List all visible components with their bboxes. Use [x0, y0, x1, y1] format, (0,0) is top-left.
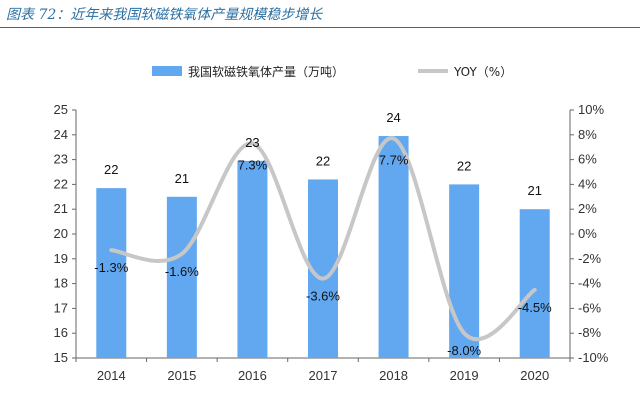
y-right-tick-label: -8% — [578, 325, 602, 340]
y-left-tick-label: 16 — [54, 325, 68, 340]
y-left-tick-label: 18 — [54, 276, 68, 291]
y-right-tick-label: 0% — [578, 226, 597, 241]
bar — [449, 184, 480, 358]
yoy-point — [110, 249, 112, 251]
y-left-tick-label: 23 — [54, 152, 68, 167]
bar — [96, 188, 127, 358]
y-right-tick-label: -2% — [578, 251, 602, 266]
x-tick-label: 2018 — [379, 368, 408, 383]
y-left-tick-label: 15 — [54, 350, 68, 365]
bar — [166, 196, 197, 358]
y-right-tick-label: 6% — [578, 152, 597, 167]
yoy-data-label: -3.6% — [306, 289, 340, 304]
y-right-tick-label: 8% — [578, 127, 597, 142]
yoy-line — [109, 136, 537, 342]
x-tick-label: 2019 — [450, 368, 479, 383]
y-left-tick-label: 17 — [54, 300, 68, 315]
yoy-data-label: 7.3% — [238, 157, 268, 172]
yoy-data-label: 7.7% — [379, 153, 409, 168]
y-left-tick-label: 19 — [54, 251, 68, 266]
bar-data-label: 21 — [175, 171, 189, 186]
yoy-data-label: -8.0% — [447, 343, 481, 358]
yoy-point — [322, 278, 324, 280]
bar-data-label: 22 — [104, 162, 118, 177]
x-tick-label: 2014 — [97, 368, 126, 383]
y-right-tick-label: -4% — [578, 276, 602, 291]
x-tick-label: 2015 — [167, 368, 196, 383]
x-tick-label: 2017 — [309, 368, 338, 383]
bar-data-label: 21 — [527, 183, 541, 198]
yoy-point — [534, 289, 536, 291]
y-left-tick-label: 21 — [54, 201, 68, 216]
bar-data-label: 22 — [457, 158, 471, 173]
yoy-data-label: -1.3% — [94, 260, 128, 275]
y-left-tick-label: 24 — [54, 127, 68, 142]
bar-data-label: 24 — [386, 110, 400, 125]
y-right-tick-label: 2% — [578, 201, 597, 216]
yoy-point — [463, 332, 465, 334]
bar-data-label: 22 — [316, 153, 330, 168]
y-right-tick-label: 10% — [578, 102, 604, 117]
y-right-tick-label: -6% — [578, 300, 602, 315]
title-divider — [0, 27, 640, 28]
x-tick-label: 2020 — [520, 368, 549, 383]
yoy-point — [393, 138, 395, 140]
bar-series — [96, 136, 550, 358]
bar — [237, 160, 268, 358]
legend-bar-label: 我国软磁铁氧体产量（万吨） — [188, 64, 344, 79]
y-right-tick-label: -10% — [578, 350, 609, 365]
y-left-tick-label: 20 — [54, 226, 68, 241]
chart-title: 图表 72：近年来我国软磁铁氧体产量规模稳步增长 — [6, 7, 323, 23]
axes: 15 16 17 18 19 20 21 22 23 24 25 -10% -8% -6% -4% -2% 0%… — [54, 102, 609, 383]
legend: 我国软磁铁氧体产量（万吨） YOY（%） — [152, 64, 512, 79]
yoy-point — [251, 142, 253, 144]
x-tick-label: 2016 — [238, 368, 267, 383]
data-labels: 22 21 23 22 24 22 21 -1.3% -1.6% 7.3% -3.6% 7.7% -8.… — [94, 110, 552, 358]
y-left-tick-label: 22 — [54, 176, 68, 191]
bar — [519, 209, 550, 358]
legend-bar-swatch — [152, 66, 182, 76]
yoy-data-label: -1.6% — [165, 264, 199, 279]
title-bar: 图表 72：近年来我国软磁铁氧体产量规模稳步增长 — [0, 0, 640, 28]
y-left-tick-label: 25 — [54, 102, 68, 117]
bar — [378, 136, 409, 358]
yoy-point — [181, 253, 183, 255]
y-right-tick-label: 4% — [578, 176, 597, 191]
yoy-line-series — [109, 136, 537, 342]
bar-data-label: 23 — [245, 135, 259, 150]
legend-line-label: YOY（%） — [453, 65, 512, 79]
yoy-data-label: -4.5% — [518, 300, 552, 315]
